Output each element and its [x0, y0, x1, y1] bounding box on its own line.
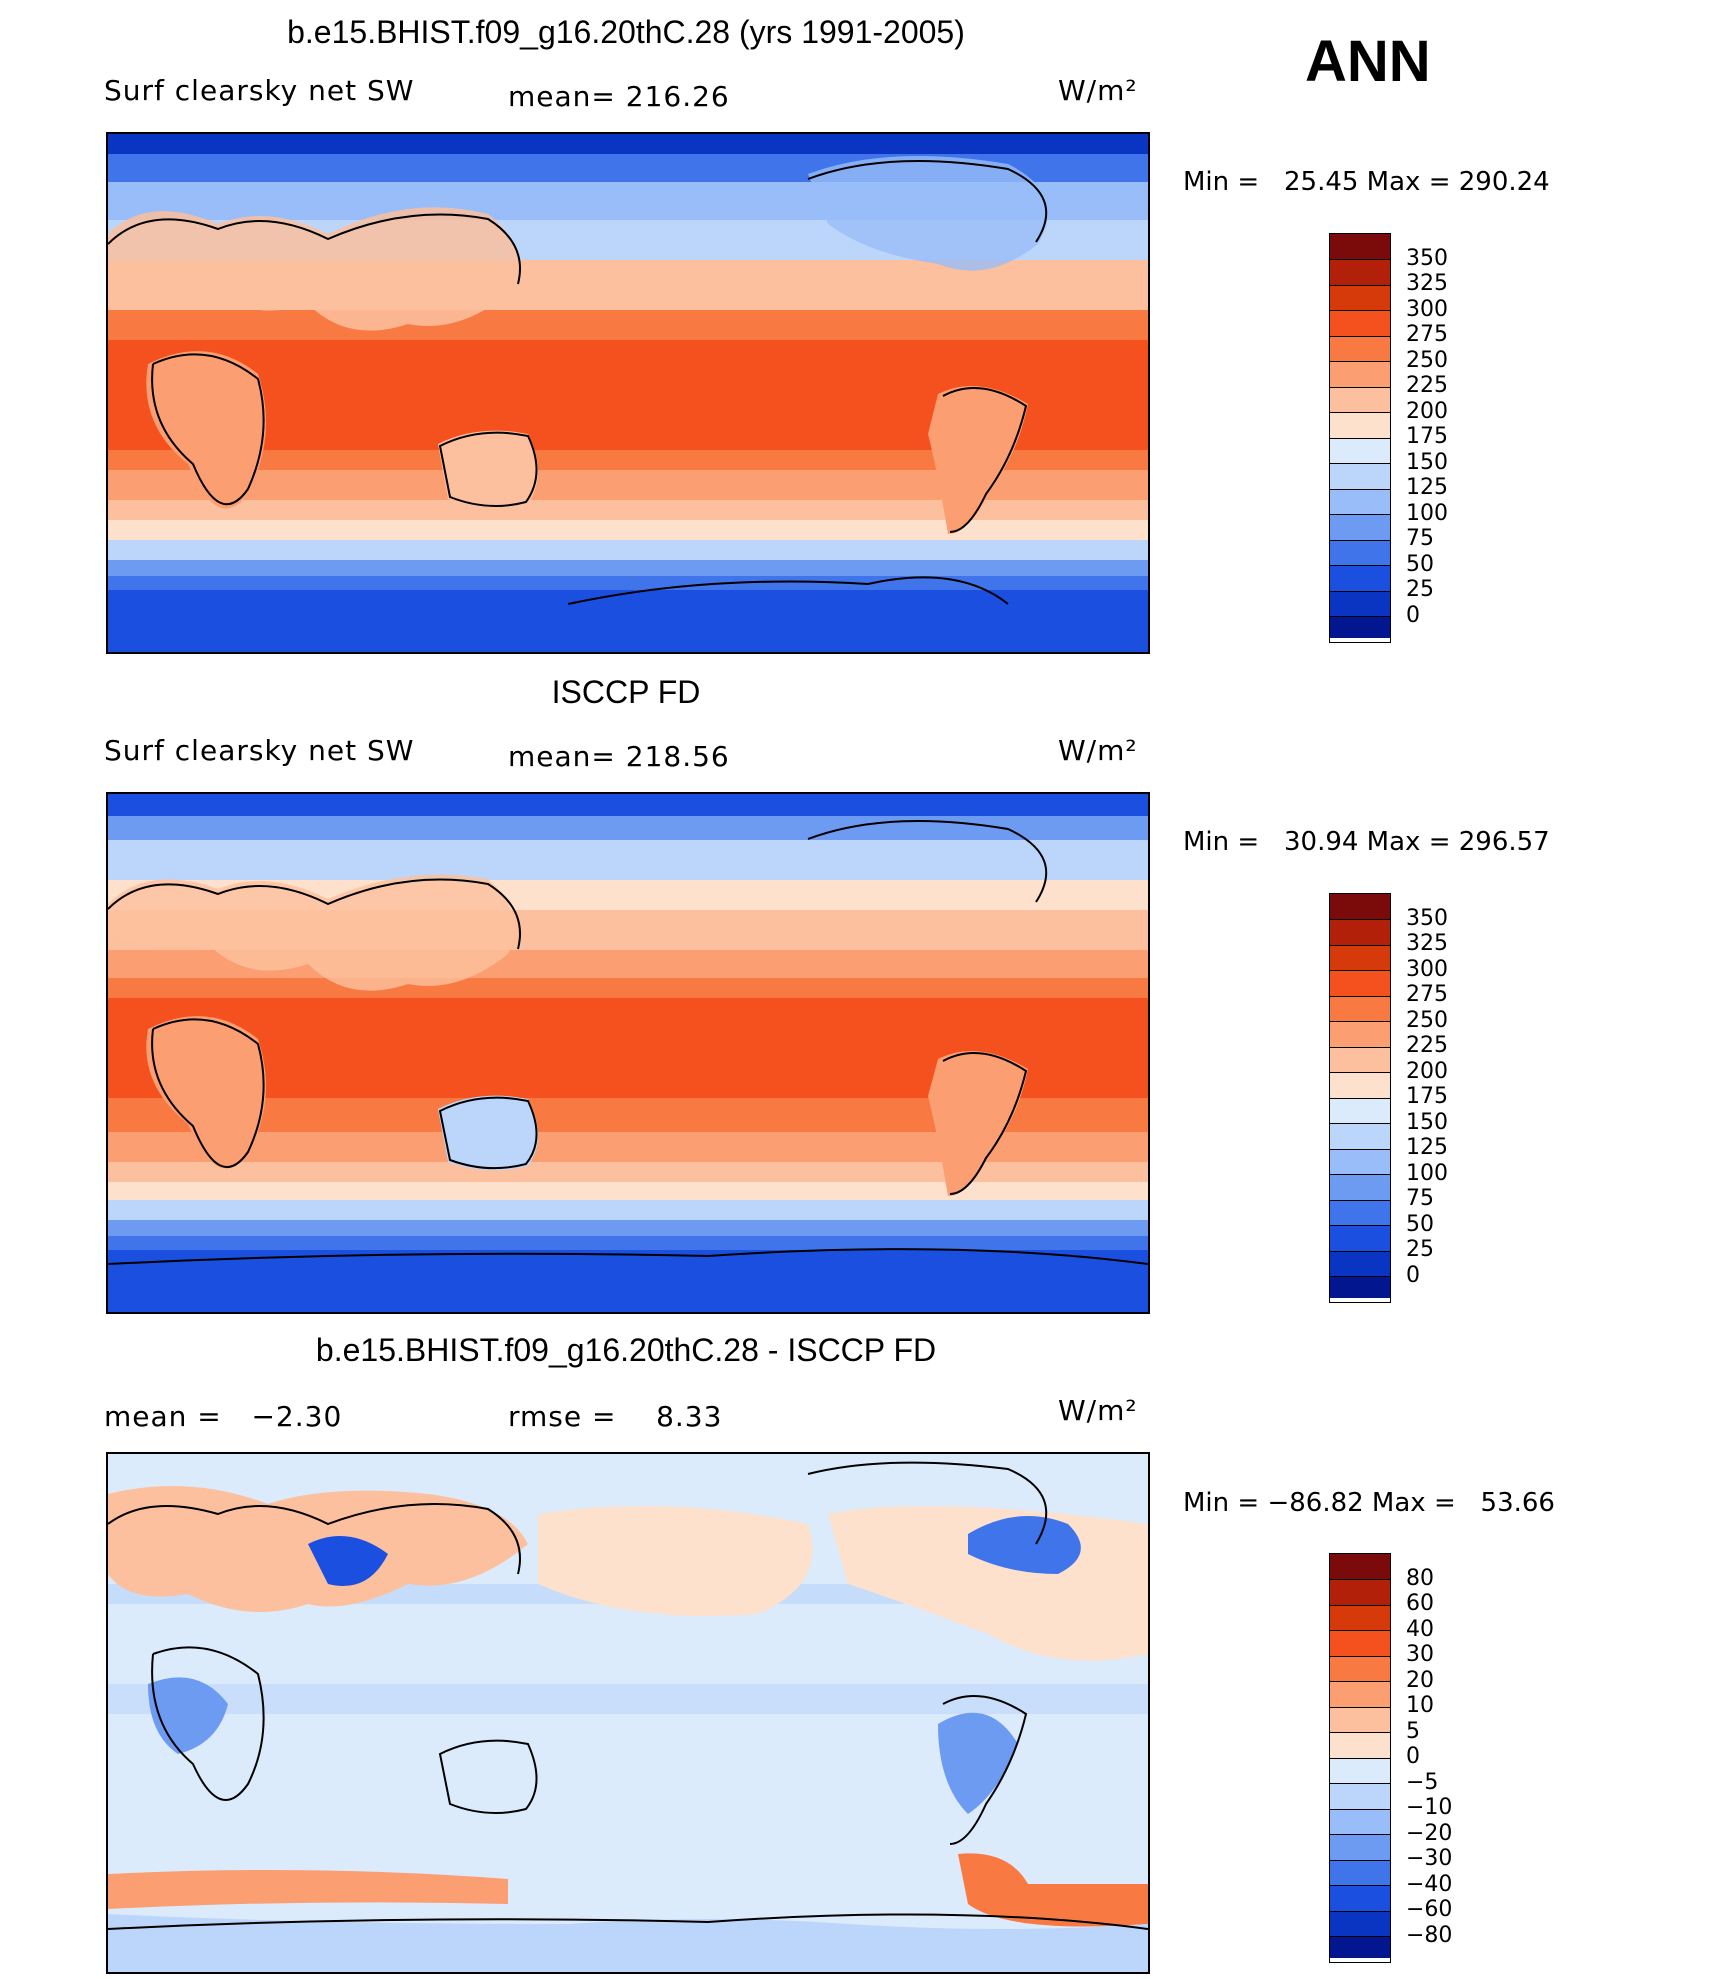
- panel3-colorbar-label: −5: [1406, 1770, 1439, 1795]
- panel2-colorbar-label: 0: [1406, 1263, 1420, 1288]
- panel1-colorbar-label: 275: [1406, 322, 1448, 347]
- panel1-colorbar-label: 175: [1406, 424, 1448, 449]
- panel2-colorbar-label: 225: [1406, 1033, 1448, 1058]
- panel2-colorbar-label: 175: [1406, 1084, 1448, 1109]
- panel3-colorbar-label: 40: [1406, 1617, 1434, 1642]
- panel1-map: [106, 132, 1150, 654]
- panel3-rmse-label: rmse = 8.33: [508, 1400, 723, 1433]
- panel1-mean-label: mean= 216.26: [508, 80, 730, 113]
- panel2-colorbar-label: 75: [1406, 1186, 1434, 1211]
- panel3-colorbar-label: −80: [1406, 1923, 1453, 1948]
- panel1-colorbar-label: 325: [1406, 271, 1448, 296]
- panel1-colorbar-label: 150: [1406, 450, 1448, 475]
- panel2-colorbar-label: 125: [1406, 1135, 1448, 1160]
- panel2-colorbar-label: 50: [1406, 1212, 1434, 1237]
- panel3-colorbar-label: 30: [1406, 1642, 1434, 1667]
- panel3-colorbar-label: −20: [1406, 1821, 1453, 1846]
- panel2-colorbar-label: 300: [1406, 957, 1448, 982]
- panel2-colorbar-label: 275: [1406, 982, 1448, 1007]
- panel2-variable-label: Surf clearsky net SW: [104, 734, 415, 767]
- season-label: ANN: [1305, 29, 1431, 94]
- panel3-colorbar-label: 0: [1406, 1744, 1420, 1769]
- panel3-colorbar-label: 80: [1406, 1566, 1434, 1591]
- panel3-map-svg: [108, 1454, 1148, 1972]
- panel3-colorbar-label: 20: [1406, 1668, 1434, 1693]
- panel1-units: W/m²: [1058, 74, 1138, 107]
- panel2-minmax: Min = 30.94 Max = 296.57: [1183, 827, 1550, 857]
- panel1-colorbar-label: 225: [1406, 373, 1448, 398]
- panel1-colorbar-label: 75: [1406, 526, 1434, 551]
- panel3-colorbar-label: −40: [1406, 1872, 1453, 1897]
- panel1-colorbar-label: 100: [1406, 501, 1448, 526]
- panel3-colorbar-label: −60: [1406, 1897, 1453, 1922]
- panel1-minmax: Min = 25.45 Max = 290.24: [1183, 167, 1550, 197]
- panel2-map: [106, 792, 1150, 1314]
- panel2-colorbar: [1329, 893, 1391, 1303]
- panel2-units: W/m²: [1058, 734, 1138, 767]
- panel2-colorbar-label: 200: [1406, 1059, 1448, 1084]
- panel2-mean-label: mean= 218.56: [508, 740, 730, 773]
- panel2-colorbar-label: 25: [1406, 1237, 1434, 1262]
- panel3-map: [106, 1452, 1150, 1974]
- panel1-colorbar-label: 0: [1406, 603, 1420, 628]
- panel1-title: b.e15.BHIST.f09_g16.20thC.28 (yrs 1991-2…: [287, 14, 965, 50]
- panel2-title: ISCCP FD: [551, 674, 701, 710]
- panel2-map-svg: [108, 794, 1148, 1312]
- panel3-colorbar-label: 5: [1406, 1719, 1420, 1744]
- panel1-colorbar-label: 250: [1406, 348, 1448, 373]
- panel3-minmax: Min = −86.82 Max = 53.66: [1183, 1488, 1555, 1518]
- panel2-colorbar-label: 100: [1406, 1161, 1448, 1186]
- panel1-colorbar-label: 350: [1406, 246, 1448, 271]
- panel3-mean-label: mean = −2.30: [104, 1400, 343, 1433]
- panel3-colorbar-label: −30: [1406, 1846, 1453, 1871]
- panel1-colorbar: [1329, 233, 1391, 643]
- panel3-colorbar-label: 10: [1406, 1693, 1434, 1718]
- panel1-colorbar-label: 125: [1406, 475, 1448, 500]
- panel1-variable-label: Surf clearsky net SW: [104, 74, 415, 107]
- panel3-title: b.e15.BHIST.f09_g16.20thC.28 - ISCCP FD: [315, 1332, 937, 1368]
- panel3-units: W/m²: [1058, 1394, 1138, 1427]
- panel3-colorbar-label: 60: [1406, 1591, 1434, 1616]
- panel1-colorbar-label: 200: [1406, 399, 1448, 424]
- panel3-colorbar-label: −10: [1406, 1795, 1453, 1820]
- panel1-map-svg: [108, 134, 1148, 652]
- panel2-colorbar-label: 350: [1406, 906, 1448, 931]
- panel1-colorbar-label: 25: [1406, 577, 1434, 602]
- panel2-colorbar-label: 250: [1406, 1008, 1448, 1033]
- panel2-colorbar-label: 150: [1406, 1110, 1448, 1135]
- panel2-colorbar-label: 325: [1406, 931, 1448, 956]
- panel1-colorbar-label: 50: [1406, 552, 1434, 577]
- panel3-colorbar: [1329, 1553, 1391, 1963]
- panel1-colorbar-label: 300: [1406, 297, 1448, 322]
